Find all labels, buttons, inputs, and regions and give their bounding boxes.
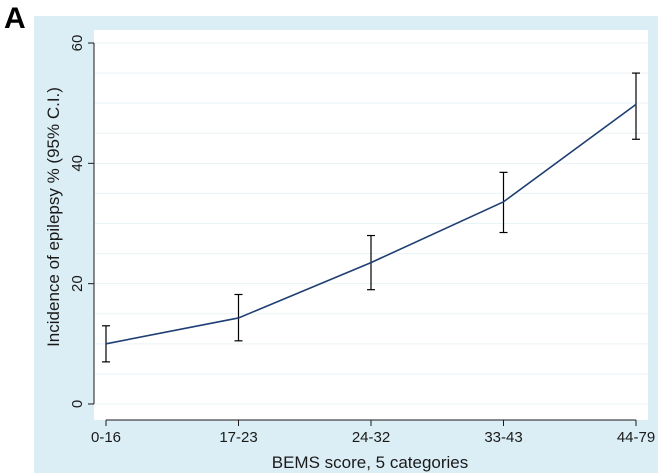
series-line bbox=[105, 103, 637, 345]
y-tick-label: 20 bbox=[69, 275, 86, 292]
x-axis-title: BEMS score, 5 categories bbox=[272, 453, 469, 472]
x-tick-label: 33-43 bbox=[484, 429, 522, 446]
x-tick-label: 24-32 bbox=[352, 429, 390, 446]
y-tick-label: 0 bbox=[69, 400, 86, 408]
x-axis-ticks: 0-16 17-23 24-32 33-43 44-79 bbox=[91, 420, 655, 446]
y-axis-title: Incidence of epilepsy % (95% C.I.) bbox=[44, 87, 63, 347]
y-axis-ticks: 0 20 40 60 bbox=[69, 35, 94, 408]
plot-area bbox=[94, 30, 648, 420]
y-tick-label: 40 bbox=[69, 155, 86, 172]
x-tick-label: 44-79 bbox=[617, 429, 655, 446]
y-tick-label: 60 bbox=[69, 35, 86, 52]
panel-label: A bbox=[4, 2, 26, 35]
gridlines bbox=[95, 42, 648, 405]
error-bar bbox=[632, 72, 640, 140]
x-tick-label: 0-16 bbox=[91, 429, 121, 446]
x-tick-label: 17-23 bbox=[219, 429, 257, 446]
